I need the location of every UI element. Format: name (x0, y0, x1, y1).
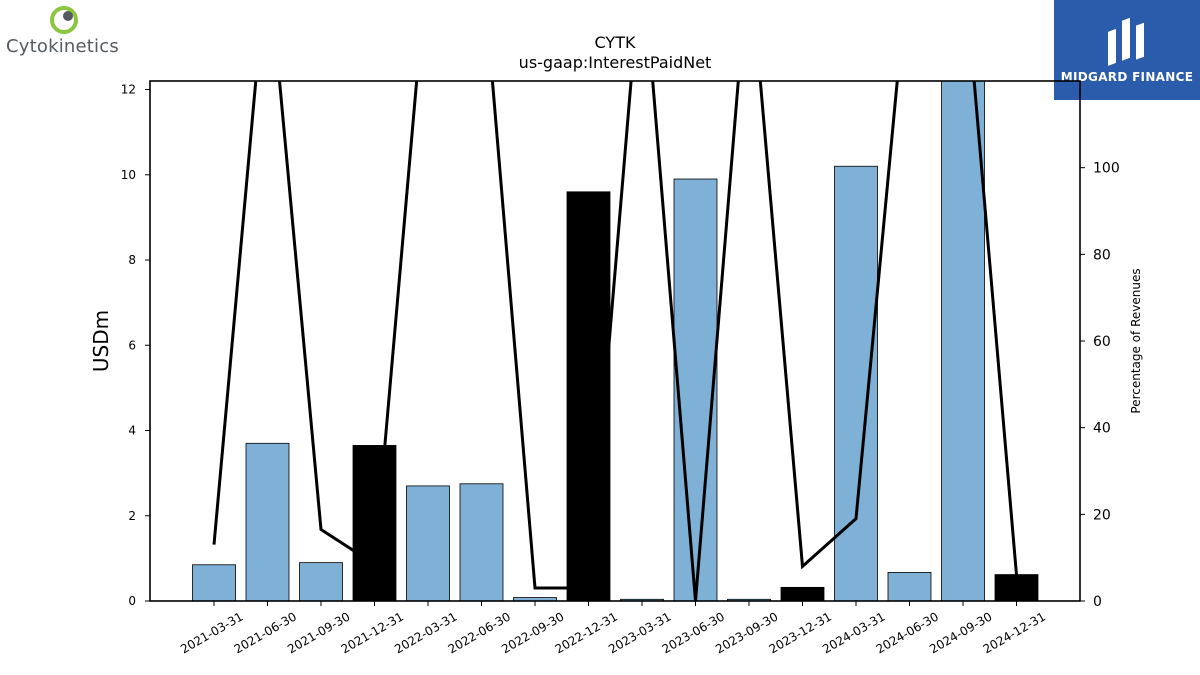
bar-2021-06-30 (245, 442, 290, 601)
y-tick-label: 12 (121, 83, 136, 97)
bar-2022-03-31 (406, 485, 450, 601)
bar-2022-06-30 (459, 483, 504, 601)
x-axis-ticks: 2021-03-312021-06-302021-09-302021-12-31… (178, 601, 1048, 656)
bars-layer (192, 81, 1039, 601)
y-tick-label: 2 (128, 509, 136, 523)
bar-2023-06-30 (673, 178, 718, 601)
midgard-logo-text: MIDGARD FINANCE (1060, 70, 1194, 84)
bar-2021-12-31 (352, 445, 397, 601)
y-axis-ticks: 0 2 4 6 8 10 12 (121, 83, 150, 608)
y-tick-label: 8 (128, 253, 136, 267)
bar-2021-09-30 (299, 562, 343, 601)
y-tick-label: 4 (128, 424, 136, 438)
bar-2023-12-31 (780, 586, 825, 601)
cytokinetics-logo: Cytokinetics (0, 0, 130, 62)
y2-axis-label: Percentage of Revenues (1129, 268, 1143, 413)
y-axis-label: USDm (89, 310, 113, 372)
y2-tick-label: 100 (1093, 161, 1120, 177)
chart-title: CYTK (595, 33, 636, 52)
y2-tick-label: 20 (1093, 507, 1111, 523)
cytokinetics-logo-icon (50, 6, 78, 34)
y2-tick-label: 0 (1093, 594, 1102, 610)
line-layer (212, 81, 1018, 601)
bar-2022-12-31 (566, 191, 611, 601)
bar-2023-09-30 (727, 598, 771, 601)
axes-layer (149, 80, 1081, 602)
bar-2021-03-31 (192, 564, 236, 601)
bar-2024-06-30 (887, 572, 932, 601)
midgard-finance-logo: MIDGARD FINANCE (1054, 0, 1200, 100)
y-tick-label: 0 (128, 594, 136, 608)
y2-tick-label: 60 (1093, 334, 1111, 350)
bar-2024-09-30 (941, 81, 985, 601)
percentage-line (212, 81, 1018, 601)
bar-2023-03-31 (620, 598, 664, 601)
y2-axis-ticks: 0 20 40 60 80 100 (1080, 161, 1120, 610)
y-tick-label: 10 (121, 168, 136, 182)
chart-subtitle: us-gaap:InterestPaidNet (519, 53, 712, 72)
bar-2024-03-31 (834, 165, 878, 601)
cytokinetics-logo-text: Cytokinetics (6, 36, 119, 57)
plot-frame (149, 80, 1081, 602)
midgard-logo-mark-icon (1108, 17, 1144, 66)
bar-2024-12-31 (994, 574, 1039, 601)
y2-tick-label: 40 (1093, 421, 1111, 437)
y-tick-label: 6 (128, 338, 136, 352)
y2-tick-label: 80 (1093, 247, 1111, 263)
